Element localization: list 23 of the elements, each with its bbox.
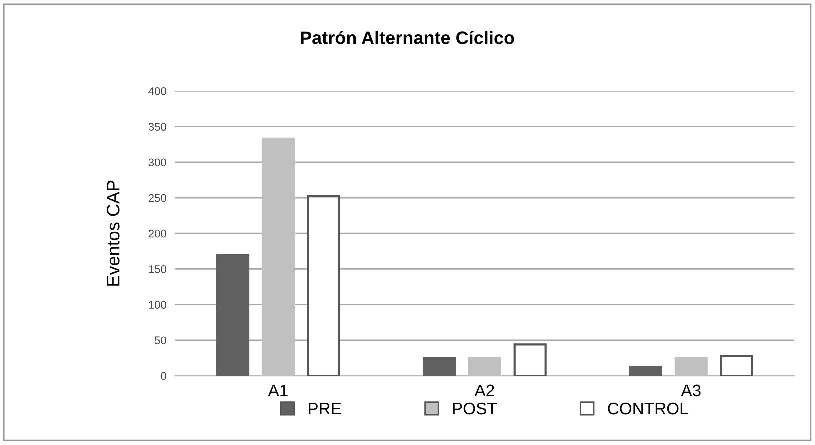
legend-label: PRE: [309, 403, 342, 415]
x-tick-label: A1: [268, 384, 288, 396]
chart-title: Patrón Alternante Cíclico: [301, 30, 514, 44]
legend-label: CONTROL: [608, 402, 688, 415]
y-axis-title: Eventos CAP: [107, 180, 120, 286]
y-tick-label: 300: [148, 158, 166, 167]
bar: [514, 344, 547, 376]
y-tick-label: 100: [149, 301, 166, 309]
y-tick-label: 350: [148, 123, 166, 131]
bar: [720, 355, 754, 376]
bar: [422, 357, 456, 376]
x-tick-label: A2: [474, 384, 494, 396]
bar: [307, 196, 340, 376]
y-tick-label: 0: [161, 372, 166, 380]
y-tick-label: 150: [149, 265, 166, 274]
bar: [216, 254, 250, 376]
y-tick-label: 200: [148, 230, 166, 238]
y-tick-label: 250: [148, 194, 166, 202]
x-tick-label: A3: [681, 384, 701, 397]
bar: [629, 366, 662, 376]
y-tick-label: 50: [154, 336, 166, 345]
y-tick-label: 400: [148, 87, 166, 96]
legend-label: POST: [453, 402, 497, 415]
